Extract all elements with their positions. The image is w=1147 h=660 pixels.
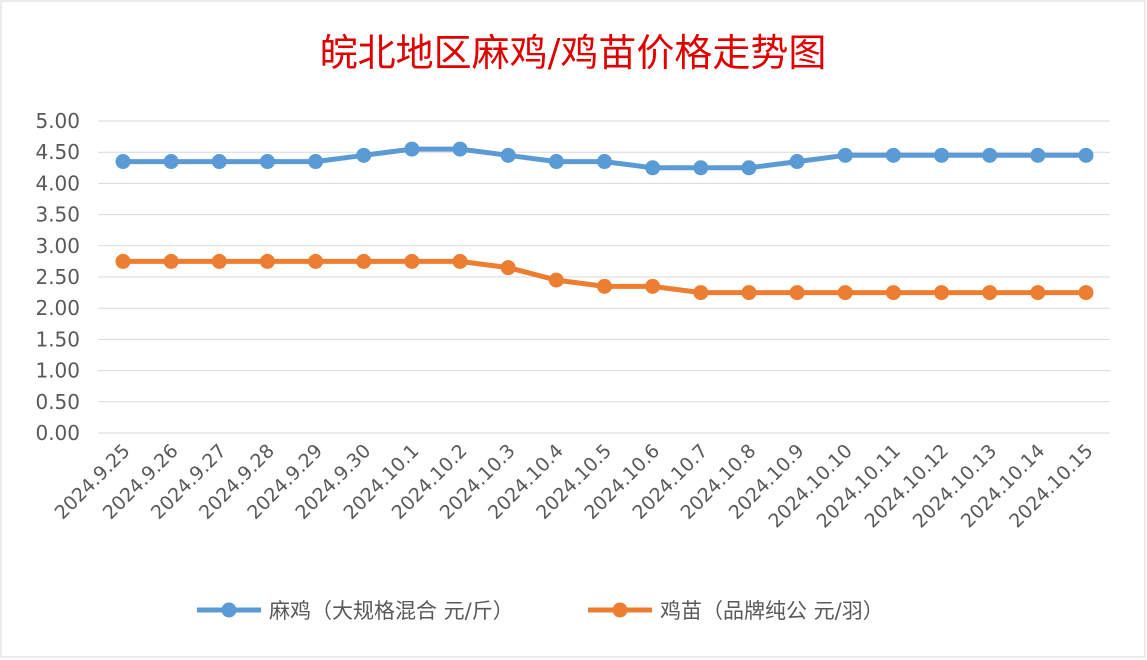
y-tick-label: 2.50 [35, 265, 80, 289]
data-point [1078, 147, 1094, 163]
data-point [452, 253, 468, 269]
y-tick-label: 3.00 [35, 234, 80, 258]
data-point [693, 285, 709, 301]
data-point [789, 285, 805, 301]
data-point [452, 141, 468, 157]
data-point [500, 147, 516, 163]
y-tick-label: 0.00 [35, 421, 80, 445]
data-point [885, 285, 901, 301]
data-point [404, 141, 420, 157]
data-point [741, 160, 757, 176]
data-point [1078, 285, 1094, 301]
data-point [259, 253, 275, 269]
data-point [789, 154, 805, 170]
data-point [982, 147, 998, 163]
legend-item: 麻鸡（大规格混合 元/斤） [197, 599, 514, 623]
legend-label: 麻鸡（大规格混合 元/斤） [269, 599, 514, 623]
data-point [1030, 285, 1046, 301]
data-point [163, 253, 179, 269]
data-point [645, 160, 661, 176]
data-point [934, 285, 950, 301]
legend-swatch-marker [612, 602, 628, 618]
data-point [115, 253, 131, 269]
y-tick-label: 5.00 [35, 109, 80, 133]
data-point [404, 253, 420, 269]
series-lines [115, 141, 1094, 301]
y-tick-label: 0.50 [35, 390, 80, 414]
legend-label: 鸡苗（品牌纯公 元/羽） [660, 599, 884, 623]
legend: 麻鸡（大规格混合 元/斤） 鸡苗（品牌纯公 元/羽） [197, 599, 884, 623]
x-axis-ticks: 2024.9.252024.9.262024.9.272024.9.282024… [51, 440, 1098, 532]
data-point [885, 147, 901, 163]
legend-swatch-marker [221, 602, 237, 618]
y-tick-label: 4.00 [35, 171, 80, 195]
data-point [982, 285, 998, 301]
data-point [500, 260, 516, 276]
chart-title: 皖北地区麻鸡/鸡苗价格走势图 [320, 31, 827, 75]
data-point [211, 154, 227, 170]
series-2 [115, 253, 1094, 301]
data-point [837, 285, 853, 301]
data-point [308, 253, 324, 269]
data-point [115, 154, 131, 170]
data-point [548, 272, 564, 288]
y-tick-label: 1.00 [35, 359, 80, 383]
legend-item: 鸡苗（品牌纯公 元/羽） [588, 599, 884, 623]
data-point [741, 285, 757, 301]
data-point [837, 147, 853, 163]
y-tick-label: 4.50 [35, 140, 80, 164]
series-1 [115, 141, 1094, 176]
data-point [597, 278, 612, 294]
data-point [308, 154, 324, 170]
data-point [934, 147, 950, 163]
data-point [645, 278, 661, 294]
data-point [693, 160, 709, 176]
data-point [597, 154, 612, 170]
y-tick-label: 1.50 [35, 327, 80, 351]
data-point [356, 147, 372, 163]
data-point [1030, 147, 1046, 163]
y-axis-ticks: 0.00 0.50 1.00 1.50 2.00 2.50 3.00 3.50 4.00 4.50… [35, 109, 80, 445]
data-point [548, 154, 564, 170]
data-point [211, 253, 227, 269]
data-point [259, 154, 275, 170]
data-point [163, 154, 179, 170]
data-point [356, 253, 372, 269]
y-tick-label: 2.00 [35, 296, 80, 320]
y-tick-label: 3.50 [35, 203, 80, 227]
